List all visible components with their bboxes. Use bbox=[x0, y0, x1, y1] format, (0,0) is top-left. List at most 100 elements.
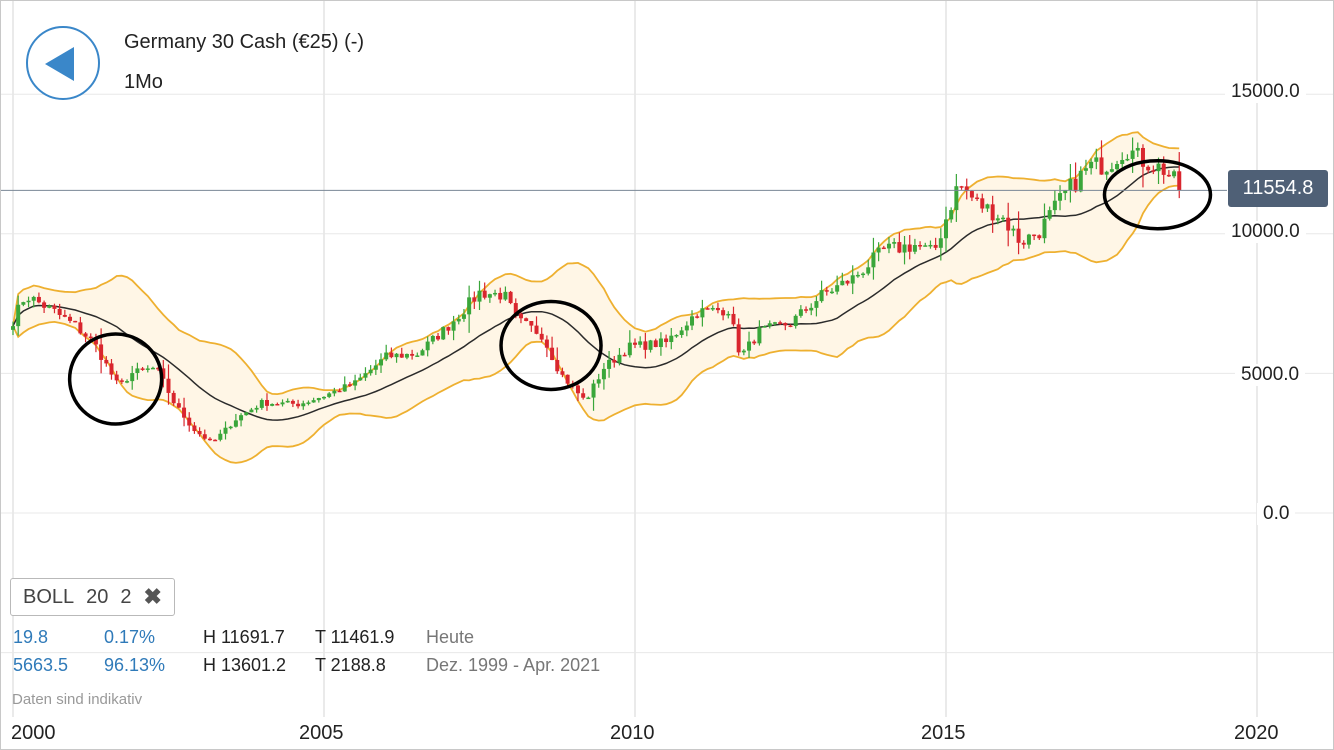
candle-body bbox=[1146, 166, 1151, 171]
candle-body bbox=[513, 303, 518, 314]
candle-body bbox=[529, 321, 534, 326]
candle-body bbox=[555, 360, 560, 372]
candle-body bbox=[829, 291, 834, 294]
candle-body bbox=[306, 402, 311, 404]
candle-body bbox=[565, 374, 570, 384]
candle-body bbox=[249, 409, 254, 413]
candle-body bbox=[11, 326, 15, 330]
candle-body bbox=[150, 367, 155, 370]
candle-body bbox=[379, 359, 384, 366]
period-label[interactable]: 1Mo bbox=[124, 71, 163, 93]
candle-body bbox=[78, 322, 83, 334]
candle-body bbox=[332, 390, 337, 394]
candle-body bbox=[1063, 190, 1068, 194]
candle-body bbox=[119, 380, 124, 382]
candle-body bbox=[835, 285, 840, 292]
x-tick-label: 2020 bbox=[1228, 722, 1285, 745]
candle-body bbox=[892, 242, 897, 244]
candle-body bbox=[368, 369, 373, 374]
candle-body bbox=[337, 390, 342, 393]
candle-body bbox=[420, 350, 425, 356]
candle-body bbox=[679, 330, 684, 335]
candle-body bbox=[109, 363, 114, 375]
candle-body bbox=[881, 247, 886, 250]
candle-body bbox=[156, 367, 161, 370]
candle-body bbox=[1125, 158, 1130, 161]
candle-body bbox=[684, 325, 689, 331]
candle-body bbox=[140, 368, 145, 370]
candle-body bbox=[239, 415, 244, 421]
candle-body bbox=[451, 321, 456, 331]
candle-body bbox=[1151, 170, 1156, 172]
bollinger-middle-line bbox=[12, 166, 1180, 421]
candle-body bbox=[824, 290, 829, 292]
candle-body bbox=[705, 308, 710, 310]
candle-body bbox=[690, 316, 695, 326]
candle-body bbox=[1001, 217, 1006, 220]
candle-body bbox=[933, 244, 938, 248]
candle-body bbox=[130, 373, 135, 382]
candle-body bbox=[1006, 217, 1011, 231]
candle-body bbox=[995, 218, 1000, 221]
candle-body bbox=[819, 290, 824, 302]
candle-body bbox=[31, 296, 36, 301]
candle-body bbox=[404, 353, 409, 358]
candle-body bbox=[498, 292, 503, 300]
candle-body bbox=[876, 247, 881, 253]
candle-body bbox=[1026, 234, 1031, 245]
x-tick-label: 2015 bbox=[915, 722, 972, 745]
candle-body bbox=[62, 314, 67, 317]
candle-body bbox=[1078, 170, 1083, 192]
candle-body bbox=[104, 359, 109, 364]
candle-body bbox=[757, 327, 762, 344]
candle-body bbox=[228, 426, 233, 429]
candle-body bbox=[783, 322, 788, 326]
candle-body bbox=[430, 335, 435, 342]
candle-body bbox=[93, 337, 98, 345]
candle-body bbox=[1089, 161, 1094, 169]
candle-body bbox=[747, 341, 752, 351]
bollinger-upper-line bbox=[12, 131, 1180, 396]
candle-body bbox=[700, 308, 705, 318]
close-icon[interactable]: ✖ bbox=[143, 584, 162, 609]
candle-body bbox=[264, 400, 269, 406]
period-high: H 13601.2 bbox=[203, 655, 287, 675]
candle-body bbox=[36, 296, 41, 303]
candle-body bbox=[353, 380, 358, 386]
candle-body bbox=[1172, 171, 1177, 177]
x-tick-label: 2005 bbox=[293, 722, 350, 745]
x-tick-label: 2010 bbox=[604, 722, 661, 745]
candle-body bbox=[674, 334, 679, 337]
candle-body bbox=[1115, 164, 1120, 170]
bollinger-lower-line bbox=[12, 184, 1180, 464]
candle-body bbox=[1104, 171, 1109, 175]
candle-body bbox=[161, 368, 166, 379]
candle-body bbox=[187, 417, 192, 426]
candle-body bbox=[176, 403, 181, 408]
candle-body bbox=[415, 355, 420, 357]
bollinger-band-fill bbox=[13, 132, 1180, 463]
candle-body bbox=[342, 384, 347, 392]
candle-body bbox=[259, 400, 264, 408]
candle-body bbox=[1068, 178, 1073, 191]
candle-body bbox=[710, 307, 715, 310]
candle-body bbox=[114, 374, 119, 381]
candle-body bbox=[907, 244, 912, 252]
candle-body bbox=[788, 325, 793, 327]
candle-body bbox=[290, 400, 295, 404]
candle-body bbox=[949, 210, 954, 220]
candle-body bbox=[1011, 228, 1016, 231]
y-tick-label: 5000.0 bbox=[1235, 364, 1306, 386]
candle-body bbox=[145, 368, 150, 370]
candle-body bbox=[560, 371, 565, 375]
indicator-chip[interactable]: BOLL 20 2 ✖ bbox=[10, 578, 175, 616]
candle-body bbox=[21, 302, 26, 305]
candle-body bbox=[1161, 163, 1166, 175]
today-high: H 11691.7 bbox=[203, 627, 285, 647]
candle-body bbox=[886, 243, 891, 249]
back-button[interactable] bbox=[26, 26, 100, 100]
candle-body bbox=[301, 403, 306, 407]
candle-body bbox=[461, 314, 466, 319]
